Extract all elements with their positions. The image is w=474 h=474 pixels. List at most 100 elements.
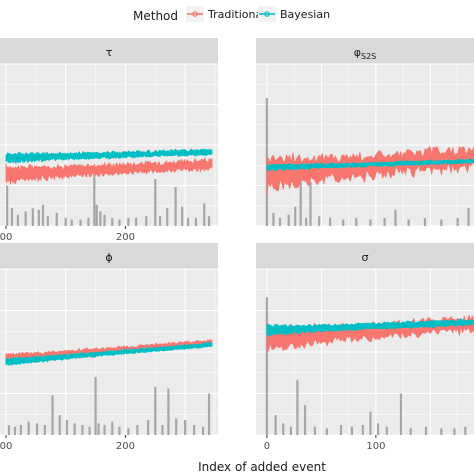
event-bar <box>309 182 312 226</box>
event-bar <box>167 388 170 435</box>
event-bar <box>383 217 386 226</box>
event-bar <box>64 217 67 226</box>
event-bar <box>111 217 114 226</box>
series-traditional <box>5 157 213 185</box>
event-bar <box>97 423 100 435</box>
event-bars <box>6 172 211 226</box>
event-bar <box>135 217 138 226</box>
event-bar <box>73 423 76 435</box>
event-bar <box>194 217 198 226</box>
event-bar <box>58 415 61 435</box>
series-bayesian <box>266 158 474 172</box>
event-bars <box>265 297 467 435</box>
legend-entry-traditional: Traditional <box>186 6 265 22</box>
legend-key-point <box>264 11 270 17</box>
event-bar <box>70 219 73 226</box>
event-bar <box>7 425 11 435</box>
event-bar <box>95 204 98 226</box>
panel-grid <box>256 268 474 436</box>
event-bar <box>399 393 403 435</box>
event-bar <box>10 208 14 226</box>
series-band <box>5 341 213 366</box>
event-bar <box>423 217 427 226</box>
event-bar <box>294 206 297 226</box>
event-bar <box>81 425 84 435</box>
event-bar <box>127 428 130 435</box>
event-bar <box>158 216 162 226</box>
event-bar <box>174 187 177 226</box>
series-band <box>266 146 474 196</box>
event-bar <box>94 376 97 435</box>
event-bar <box>187 217 190 226</box>
panel-1: τ 00 200 <box>0 38 218 243</box>
event-bar <box>369 411 372 435</box>
x-tick-label: 00 <box>0 232 12 243</box>
panel-3: ϕ 00 200 <box>0 243 218 452</box>
event-bar <box>394 209 397 226</box>
x-tick-label: 0 <box>264 441 270 452</box>
event-bar <box>27 421 30 435</box>
legend-key-point <box>192 11 198 17</box>
event-bar <box>355 217 358 226</box>
series-traditional <box>266 146 474 196</box>
x-tick-label: 200 <box>116 232 135 243</box>
event-bar <box>376 423 380 435</box>
event-bar <box>350 426 354 435</box>
event-bar <box>93 172 96 226</box>
event-bar <box>181 206 184 226</box>
x-tick-label: 200 <box>116 441 135 452</box>
event-bar <box>305 217 308 226</box>
series-band <box>5 157 213 185</box>
series-bayesian <box>266 318 474 337</box>
panel-strip <box>256 38 474 64</box>
event-bar <box>145 216 148 226</box>
event-bar <box>88 426 91 435</box>
event-bar <box>440 219 443 226</box>
event-bar <box>282 423 285 435</box>
event-bar <box>318 216 321 226</box>
event-bar <box>118 219 121 226</box>
event-bar <box>456 217 459 226</box>
series-band <box>266 158 474 172</box>
panel-strip <box>0 243 218 269</box>
event-bar <box>207 216 211 226</box>
event-bar <box>467 208 470 226</box>
event-bar <box>274 415 277 435</box>
panel-strip <box>0 38 218 64</box>
event-bar <box>161 425 164 435</box>
event-bar <box>440 428 443 435</box>
event-bar <box>16 214 20 226</box>
event-bar <box>464 426 467 435</box>
event-bars <box>7 376 211 435</box>
event-bar <box>409 428 412 435</box>
event-bar <box>31 208 34 226</box>
event-bar <box>407 219 410 226</box>
event-bar <box>6 185 9 226</box>
panel-2: φS2S <box>256 38 474 227</box>
event-bar <box>37 209 40 226</box>
event-bar <box>325 428 328 435</box>
legend-label: Traditional <box>207 8 265 21</box>
event-bar <box>127 217 130 226</box>
event-bar <box>46 216 49 226</box>
x-axis-title: Index of added event <box>198 460 326 474</box>
event-bar <box>65 420 68 435</box>
event-bar <box>265 297 268 435</box>
panel-strip-title: τ <box>106 46 113 59</box>
event-bar <box>342 219 345 226</box>
panel-4: σ 0 100 <box>256 243 474 452</box>
event-bar <box>118 426 121 435</box>
event-bar <box>385 426 388 435</box>
series-band <box>266 318 474 337</box>
event-bar <box>51 395 54 435</box>
event-bar <box>184 420 187 435</box>
legend-label: Bayesian <box>280 8 330 21</box>
event-bar <box>193 425 196 435</box>
event-bar <box>296 380 299 435</box>
event-bar <box>136 425 139 435</box>
series-bayesian <box>5 341 213 366</box>
event-bar <box>361 425 364 435</box>
event-bar <box>453 428 456 435</box>
event-bar <box>175 418 178 435</box>
